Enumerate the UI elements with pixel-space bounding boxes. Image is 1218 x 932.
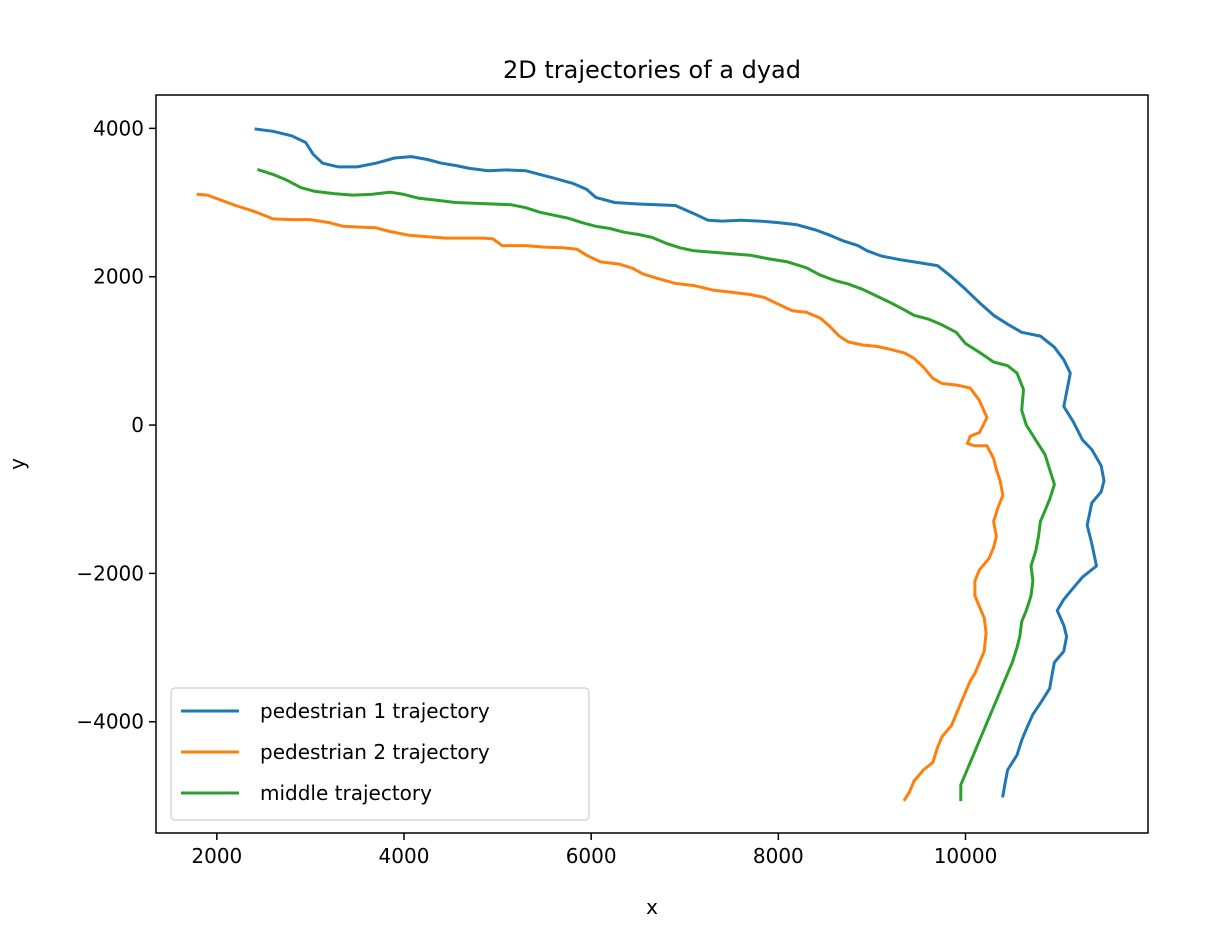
x-tick-label: 6000 — [566, 844, 617, 868]
plot-lines — [196, 127, 1106, 802]
y-tick-label: 2000 — [93, 265, 144, 289]
y-axis: −4000 −2000 0 2000 4000 — [76, 116, 156, 734]
y-tick-label: 4000 — [93, 116, 144, 140]
series-line-2 — [196, 192, 1005, 802]
x-tick-label: 2000 — [191, 844, 242, 868]
legend-label-3: middle trajectory — [260, 781, 432, 805]
x-axis: 2000 4000 6000 8000 10000 — [191, 833, 997, 868]
x-tick-label: 4000 — [379, 844, 430, 868]
legend-box — [170, 687, 590, 821]
series-line-1 — [254, 127, 1106, 798]
legend-label-1: pedestrian 1 trajectory — [260, 699, 490, 723]
y-axis-label: y — [5, 458, 29, 470]
y-tick-label: 0 — [131, 413, 144, 437]
legend: pedestrian 1 trajectory pedestrian 2 traj… — [170, 687, 590, 821]
y-tick-label: −2000 — [76, 561, 144, 585]
x-tick-label: 8000 — [753, 844, 804, 868]
y-tick-label: −4000 — [76, 710, 144, 734]
x-axis-label: x — [646, 895, 658, 919]
plot-frame — [155, 94, 1149, 834]
legend-label-2: pedestrian 2 trajectory — [260, 740, 490, 764]
chart-title: 2D trajectories of a dyad — [503, 56, 801, 84]
x-tick-label: 10000 — [934, 844, 998, 868]
series-line-3 — [257, 168, 1056, 802]
